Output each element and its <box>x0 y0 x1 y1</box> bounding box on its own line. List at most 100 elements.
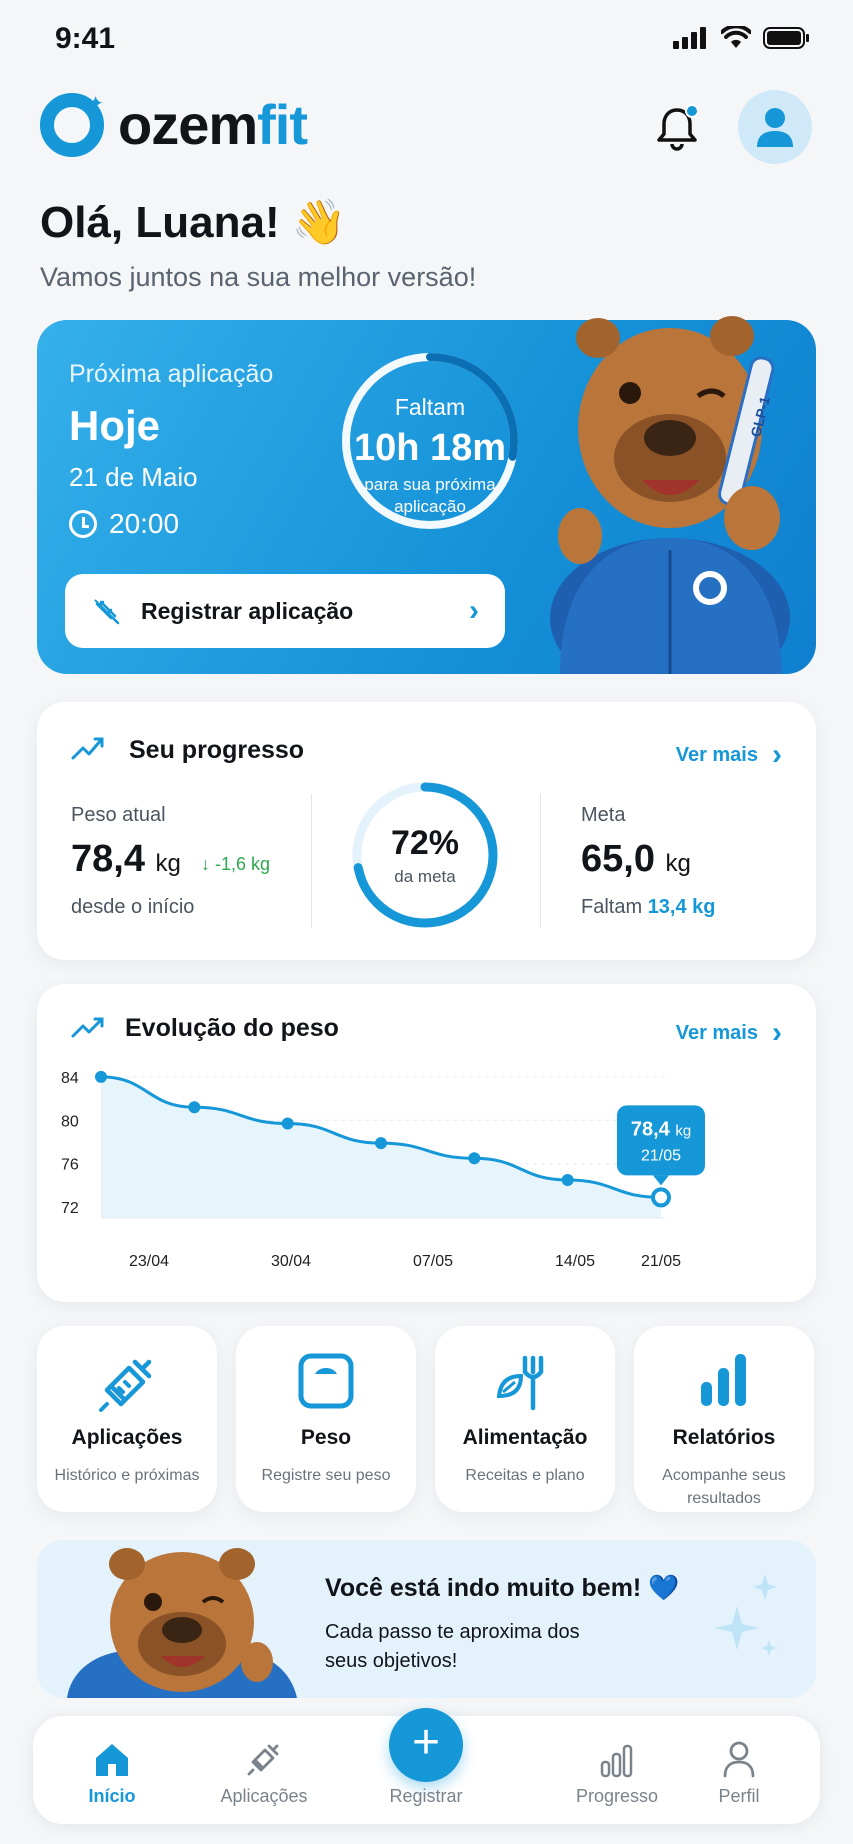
y-tick-label: 72 <box>61 1200 79 1217</box>
tooltip-box <box>617 1105 705 1176</box>
progress-see-more-link[interactable]: Ver mais › <box>675 738 782 771</box>
wifi-icon <box>721 26 751 48</box>
trend-line-icon <box>71 1017 104 1038</box>
home-icon <box>96 1744 128 1776</box>
y-tick-label: 84 <box>61 1070 79 1087</box>
next-application-date: 21 de Maio <box>69 462 198 492</box>
status-icons <box>673 26 811 50</box>
goal-percent-label: da meta <box>394 867 456 886</box>
weight-delta: ↓ -1,6 kg <box>201 854 271 874</box>
quick-action-title: Relatórios <box>672 1426 776 1449</box>
nav-item-applications[interactable]: Aplicações <box>199 1736 329 1807</box>
logo-ring-icon: ✦ <box>40 92 104 157</box>
register-application-label: Registrar aplicação <box>141 597 354 624</box>
next-application-day: Hoje <box>69 402 161 449</box>
goal-value: 65,0 kg <box>581 838 691 880</box>
greeting-subtitle: Vamos juntos na sua melhor versão! <box>40 262 477 292</box>
clock-icon <box>69 510 97 538</box>
notifications-button[interactable] <box>655 104 699 152</box>
goal-remaining: Faltam 13,4 kg <box>581 896 716 918</box>
register-application-button[interactable]: Registrar aplicação › <box>65 574 505 648</box>
bottom-navigation: Início Aplicações + Registrar Progresso <box>33 1708 820 1824</box>
next-application-time-value: 20:00 <box>109 508 180 539</box>
chevron-right-icon: › <box>469 594 479 627</box>
bars-icon <box>600 1744 633 1778</box>
weight-line-chart: 84 80 76 72 23/04 30/04 07/05 14/05 21/05 78,4 kg… <box>61 1070 705 1270</box>
next-application-time: 20:00 <box>69 508 179 540</box>
notification-dot <box>685 104 699 118</box>
fork-leaf-icon <box>496 1355 544 1411</box>
x-tick-label: 21/05 <box>641 1253 681 1270</box>
syringe-icon <box>99 1359 152 1412</box>
data-point-current[interactable] <box>651 1187 671 1208</box>
progress-card: Seu progresso Ver mais › Peso atual 78,4 … <box>37 702 816 960</box>
divider <box>311 794 312 928</box>
quick-action-subtitle: Histórico e próximas <box>54 1467 200 1484</box>
capybara-mascot-illustration: GLP-1 <box>550 316 790 674</box>
quick-action-subtitle: Acompanhe seus resultados <box>662 1467 786 1507</box>
x-tick-label: 30/04 <box>271 1253 311 1270</box>
plus-icon: + <box>411 1716 441 1769</box>
tooltip-pointer <box>653 1175 669 1186</box>
current-weight-value: 78,4 kg <box>71 838 181 880</box>
goal-progress-ring: 72% da meta <box>350 780 500 930</box>
quick-action-weight[interactable]: Peso Registre seu peso <box>236 1326 416 1512</box>
next-application-label: Próxima aplicação <box>69 360 274 388</box>
trend-up-icon <box>71 737 104 760</box>
data-point <box>468 1152 481 1165</box>
banner-title: Você está indo muito bem! 💙 <box>325 1574 680 1602</box>
banner-text: Cada passo te aproxima dos seus objetivo… <box>325 1621 580 1672</box>
syringe-crossed-icon <box>94 599 120 625</box>
status-time: 9:41 <box>55 22 116 55</box>
capybara-wink-illustration <box>67 1548 297 1698</box>
weight-chart-title: Evolução do peso <box>125 1014 339 1042</box>
brand-name: ozemfit <box>118 93 308 156</box>
user-icon <box>757 108 793 147</box>
signal-icon <box>673 27 706 49</box>
x-tick-label: 07/05 <box>413 1253 453 1270</box>
quick-action-subtitle: Receitas e plano <box>465 1467 585 1484</box>
register-fab-label: Registrar <box>389 1786 463 1806</box>
data-point <box>188 1101 201 1114</box>
quick-action-subtitle: Registre seu peso <box>261 1467 391 1484</box>
nav-item-progress[interactable]: Progresso <box>552 1736 682 1807</box>
quick-action-reports[interactable]: Relatórios Acompanhe seus resultados <box>634 1326 814 1512</box>
data-point <box>561 1174 574 1186</box>
goal-label: Meta <box>581 804 626 826</box>
brand-logo: ✦ ozemfit <box>40 92 308 157</box>
battery-icon <box>763 27 809 49</box>
data-point <box>95 1070 107 1083</box>
countdown-value: 10h 18m <box>353 427 507 469</box>
nav-item-home[interactable]: Início <box>47 1736 177 1807</box>
greeting-title: Olá, Luana! 👋 <box>40 198 347 247</box>
x-tick-label: 23/04 <box>129 1253 169 1270</box>
encouragement-banner: Você está indo muito bem! 💙 Cada passo t… <box>37 1540 816 1698</box>
nav-item-profile[interactable]: Perfil <box>674 1736 804 1807</box>
profile-avatar[interactable] <box>738 90 812 164</box>
countdown-label: Faltam <box>394 394 466 420</box>
weight-chart-see-more-link[interactable]: Ver mais › <box>675 1016 782 1049</box>
countdown-ring: Faltam 10h 18m para sua próxima aplicaçã… <box>337 348 523 534</box>
progress-title: Seu progresso <box>129 736 305 764</box>
quick-action-title: Aplicações <box>71 1426 183 1449</box>
divider <box>540 794 541 928</box>
bar-chart-icon <box>701 1354 746 1406</box>
countdown-subtitle: para sua próxima aplicação <box>364 475 496 516</box>
data-point <box>281 1117 294 1130</box>
register-fab-button[interactable]: + <box>389 1708 463 1782</box>
tooltip-date: 21/05 <box>641 1147 681 1164</box>
weight-evolution-card: Evolução do peso Ver mais › 84 80 76 72 23/04… <box>37 984 816 1302</box>
scale-icon <box>298 1353 354 1409</box>
x-tick-label: 14/05 <box>555 1253 595 1270</box>
chevron-right-icon: › <box>772 1016 782 1049</box>
user-outline-icon <box>723 1741 755 1778</box>
syringe-icon <box>247 1744 279 1776</box>
tooltip-value: 78,4 kg <box>631 1118 691 1140</box>
y-tick-label: 80 <box>61 1113 79 1130</box>
current-weight-label: Peso atual <box>71 804 166 826</box>
quick-action-food[interactable]: Alimentação Receitas e plano <box>435 1326 615 1512</box>
quick-action-applications[interactable]: Aplicações Histórico e próximas <box>37 1326 217 1512</box>
chevron-right-icon: › <box>772 738 782 771</box>
goal-percent: 72% <box>390 824 460 862</box>
quick-action-title: Alimentação <box>462 1426 588 1449</box>
